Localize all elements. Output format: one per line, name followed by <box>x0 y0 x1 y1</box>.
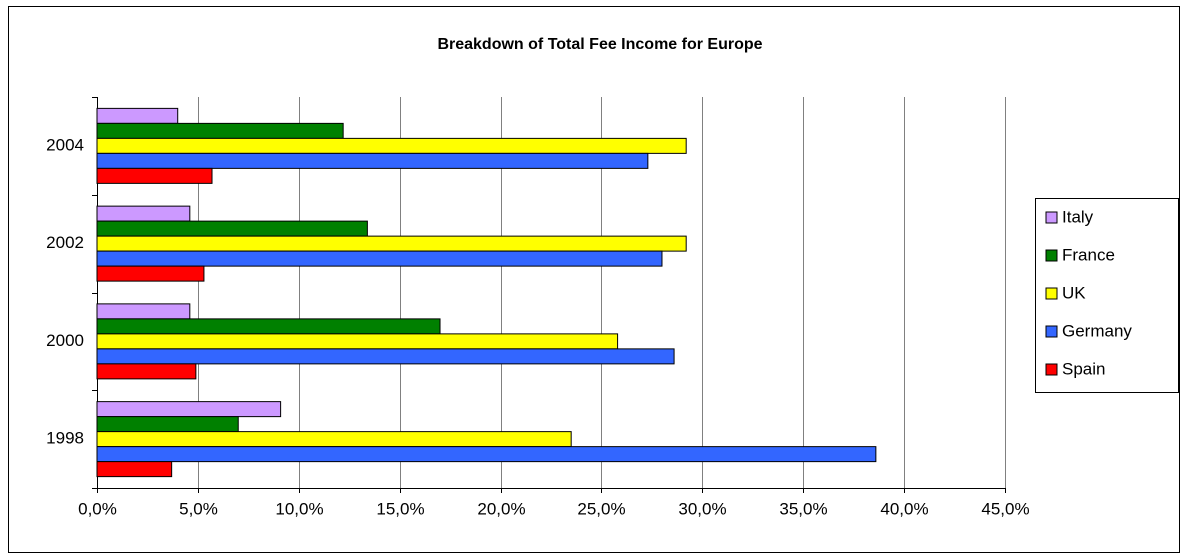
x-tick-label: 0,0% <box>78 499 117 518</box>
x-tick-label: 40,0% <box>880 499 928 518</box>
bar <box>96 220 368 237</box>
bar <box>96 318 441 335</box>
y-tick-label: 2004 <box>46 135 84 154</box>
bar <box>96 107 179 124</box>
bar <box>96 416 239 433</box>
bar <box>96 348 675 365</box>
x-tick-label: 30,0% <box>678 499 726 518</box>
legend-label: France <box>1062 245 1115 264</box>
bar <box>96 446 877 463</box>
legend-swatch <box>1045 211 1058 224</box>
bar <box>96 250 663 267</box>
x-tick-label: 45,0% <box>981 499 1029 518</box>
y-tick-label: 2000 <box>46 331 84 350</box>
bar <box>96 431 572 448</box>
x-tick-label: 5,0% <box>179 499 218 518</box>
legend-label: Spain <box>1062 359 1105 378</box>
bar <box>96 235 687 252</box>
bar <box>96 303 191 320</box>
bar <box>96 363 197 380</box>
legend-swatch <box>1045 363 1058 376</box>
x-tick-label: 20,0% <box>477 499 525 518</box>
y-tick-label: 2002 <box>46 233 84 252</box>
legend-swatch <box>1045 249 1058 262</box>
bar <box>96 137 687 154</box>
legend-label: Italy <box>1062 207 1094 226</box>
legend-label: Germany <box>1062 321 1132 340</box>
bar <box>96 265 205 282</box>
bar <box>96 167 213 184</box>
y-tick-label: 1998 <box>46 429 84 448</box>
legend-swatch <box>1045 325 1058 338</box>
bar <box>96 461 173 478</box>
bar <box>96 205 191 222</box>
x-tick-label: 25,0% <box>577 499 625 518</box>
legend-label: UK <box>1062 283 1086 302</box>
bar <box>96 152 649 169</box>
bar <box>96 122 344 139</box>
bar <box>96 333 619 350</box>
x-tick-label: 15,0% <box>376 499 424 518</box>
x-tick-label: 35,0% <box>779 499 827 518</box>
legend-box <box>1035 198 1179 393</box>
legend-swatch <box>1045 287 1058 300</box>
bar <box>96 401 282 418</box>
x-tick-label: 10,0% <box>275 499 323 518</box>
chart-title: Breakdown of Total Fee Income for Europe <box>437 36 762 53</box>
